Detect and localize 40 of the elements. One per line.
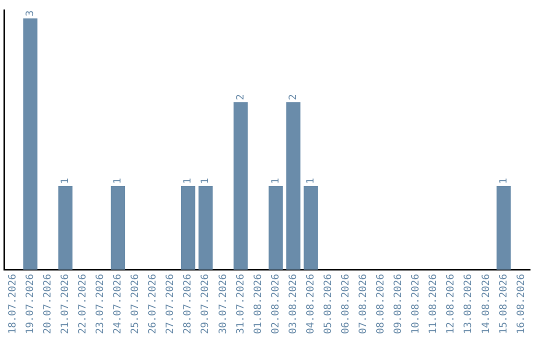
x-tick-label: 01.08.2026: [252, 274, 264, 334]
data-label: 1: [182, 178, 194, 184]
x-tick-label: 29.07.2026: [200, 274, 212, 334]
x-tick-label: 28.07.2026: [182, 274, 194, 334]
x-tick-label: 24.07.2026: [112, 274, 124, 334]
data-label: 1: [112, 178, 124, 184]
data-label: 1: [498, 178, 510, 184]
x-tick-label: 11.08.2026: [428, 274, 440, 334]
x-tick-label: 04.08.2026: [305, 274, 316, 334]
x-tick-label: 10.08.2026: [410, 274, 422, 334]
x-tick-label: 18.07.2026: [7, 274, 18, 334]
x-tick-label: 16.08.2026: [516, 274, 527, 334]
x-tick-label: 26.07.2026: [148, 274, 159, 334]
x-tick-label: 03.08.2026: [288, 274, 299, 334]
x-tick-label: 15.08.2026: [498, 274, 510, 334]
data-label: 2: [288, 94, 299, 100]
x-tick-label: 31.07.2026: [235, 274, 246, 334]
x-tick-label: 25.07.2026: [130, 274, 142, 334]
x-tick-label: 20.07.2026: [42, 274, 54, 334]
x-tick-label: 23.07.2026: [95, 274, 106, 334]
x-tick-label: 19.07.2026: [24, 274, 36, 334]
data-label: 1: [270, 178, 282, 184]
x-tick-label: 05.08.2026: [322, 274, 334, 334]
data-label: 1: [305, 178, 316, 184]
x-tick-label: 21.07.2026: [60, 274, 71, 334]
x-tick-label: 14.08.2026: [480, 274, 492, 334]
data-label: 2: [235, 94, 246, 100]
x-tick-label: 22.07.2026: [77, 274, 88, 334]
data-label: 1: [200, 178, 212, 184]
x-tick-label: 02.08.2026: [270, 274, 282, 334]
x-tick-label: 07.08.2026: [358, 274, 370, 334]
x-tick-label: 06.08.2026: [340, 274, 352, 334]
x-tick-label: 13.08.2026: [463, 274, 474, 334]
x-tick-label: 09.08.2026: [393, 274, 404, 334]
x-tick-label: 12.08.2026: [446, 274, 457, 334]
x-tick-label: 08.08.2026: [376, 274, 387, 334]
data-label: 3: [24, 10, 36, 16]
x-tick-label: 27.07.2026: [165, 274, 176, 334]
x-tick-label: 30.07.2026: [218, 274, 229, 334]
data-label: 1: [60, 178, 71, 184]
